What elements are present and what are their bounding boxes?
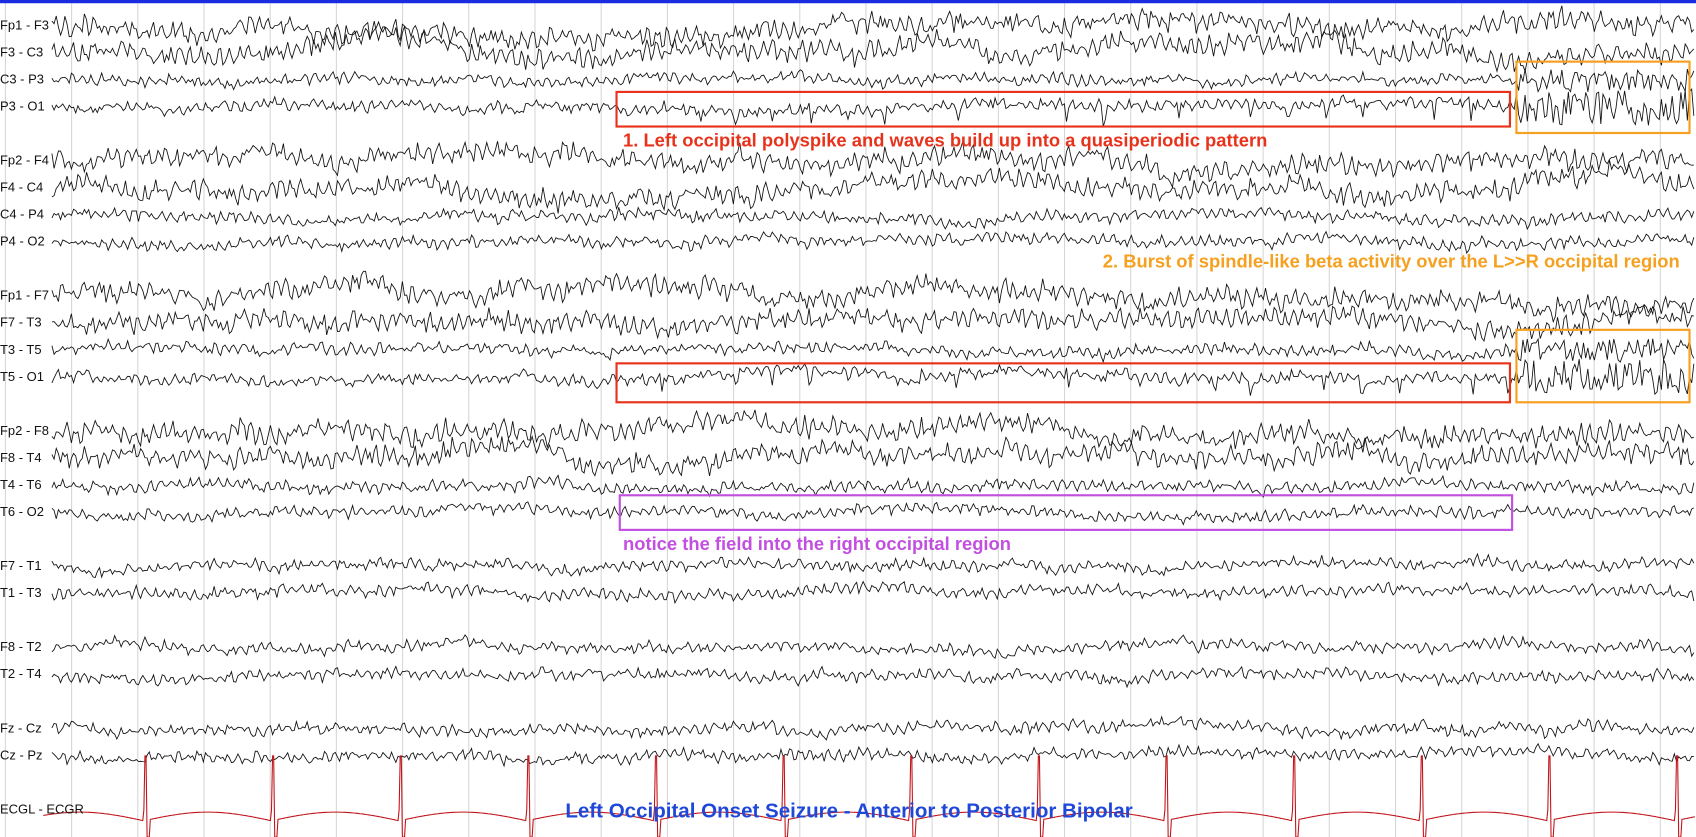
channel-label: Fp1 - F3	[0, 17, 49, 32]
channel-label: P3 - O1	[0, 98, 45, 113]
eeg-trace	[51, 87, 1695, 127]
traces	[43, 5, 1696, 837]
eeg-trace	[51, 358, 1695, 396]
annotation: 1. Left occipital polyspike and waves bu…	[623, 130, 1267, 151]
top-bar	[0, 0, 1696, 4]
time-grid	[4, 3, 1661, 837]
eeg-trace	[51, 305, 1694, 342]
channel-label: F7 - T1	[0, 558, 42, 573]
channel-label: T2 - T4	[0, 666, 42, 681]
eeg-trace	[51, 409, 1694, 453]
channel-label: T1 - T3	[0, 585, 42, 600]
eeg-trace	[51, 501, 1695, 526]
channel-label: Fz - Cz	[0, 720, 42, 735]
channel-label: F8 - T2	[0, 639, 42, 654]
eeg-trace	[51, 580, 1695, 605]
channel-label: Fp1 - F7	[0, 288, 49, 303]
channel-label: T4 - T6	[0, 477, 42, 492]
eeg-trace	[51, 742, 1694, 768]
channel-label: C4 - P4	[0, 207, 44, 222]
channel-label: F3 - C3	[0, 44, 43, 59]
red-box	[615, 362, 1512, 404]
eeg-trace	[51, 140, 1694, 189]
channel-label: T3 - T5	[0, 342, 42, 357]
eeg-trace	[51, 434, 1695, 477]
channel-label: Cz - Pz	[0, 747, 43, 762]
annotation: 2. Burst of spindle-like beta activity o…	[1103, 251, 1680, 272]
eeg-trace	[51, 474, 1695, 498]
channel-label: F8 - T4	[0, 450, 42, 465]
channel-label: ECGL - ECGR	[0, 801, 84, 816]
channel-label: T6 - O2	[0, 504, 44, 519]
eeg-trace	[51, 206, 1695, 231]
eeg-trace	[51, 270, 1695, 324]
eeg-trace	[51, 665, 1695, 689]
purple-box	[618, 494, 1514, 531]
channel-label: F7 - T3	[0, 315, 42, 330]
eeg-trace	[51, 230, 1695, 255]
channel-label: T5 - O1	[0, 369, 44, 384]
channel-labels: Fp1 - F3 F3 - C3 C3 - P3 P3 - O1 Fp2 - F4 F4 …	[0, 17, 84, 816]
channel-label: C3 - P3	[0, 71, 44, 86]
eeg-trace	[51, 552, 1695, 579]
eeg-trace	[51, 715, 1695, 741]
annotation: notice the field into the right occipita…	[623, 533, 1011, 554]
orange-box	[1515, 328, 1691, 404]
orange-box	[1515, 60, 1691, 135]
title: Left Occipital Onset Seizure - Anterior …	[565, 800, 1132, 823]
channel-label: F4 - C4	[0, 180, 43, 195]
channel-label: Fp2 - F8	[0, 423, 49, 438]
eeg-trace	[51, 20, 1695, 73]
channel-label: Fp2 - F4	[0, 153, 49, 168]
ecg-trace	[43, 755, 1696, 837]
eeg-trace	[51, 5, 1695, 52]
red-box	[615, 90, 1512, 128]
highlight-boxes	[615, 60, 1691, 531]
eeg-trace	[51, 68, 1695, 93]
eeg-trace	[51, 159, 1695, 214]
eeg-trace	[51, 634, 1695, 660]
channel-label: P4 - O2	[0, 234, 45, 249]
eeg-trace	[51, 337, 1695, 364]
